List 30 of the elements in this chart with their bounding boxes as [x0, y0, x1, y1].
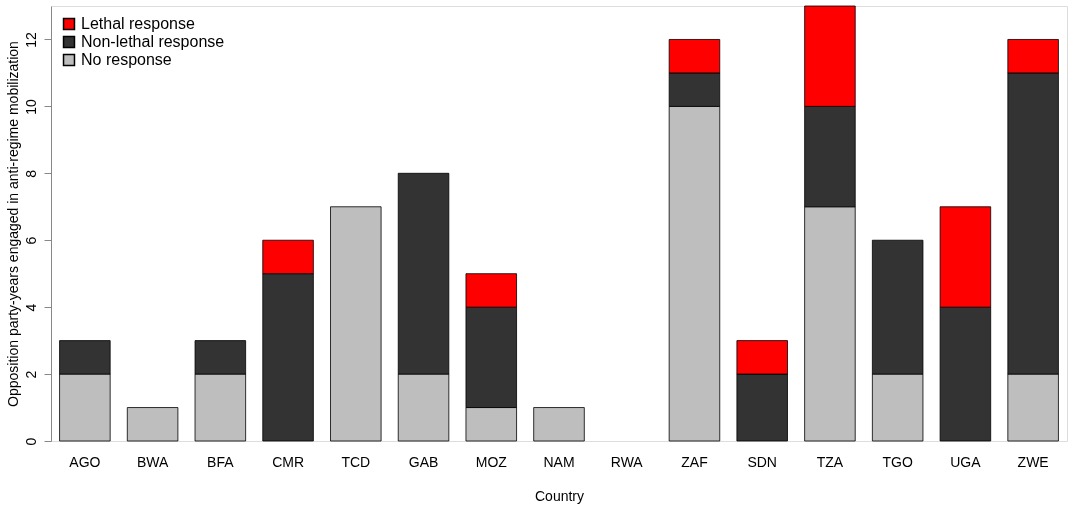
y-tick-label: 8: [22, 169, 39, 178]
y-tick-label: 4: [22, 303, 39, 312]
x-axis-title: Country: [534, 487, 585, 504]
x-tick-label: SDN: [747, 453, 777, 470]
x-tick-label: ZAF: [681, 453, 708, 470]
y-tick-label: 2: [22, 370, 39, 379]
x-tick-label: CMR: [272, 453, 305, 470]
x-tick-label: TGO: [882, 453, 913, 470]
y-tick-label: 12: [22, 31, 39, 48]
bar: [330, 206, 382, 442]
y-tick-label: 0: [22, 437, 39, 446]
x-tick-label: ZWE: [1017, 453, 1049, 470]
x-tick-label: TZA: [816, 453, 844, 470]
bar: [126, 407, 179, 442]
x-tick-label: UGA: [950, 453, 982, 470]
y-tick-label: 10: [22, 98, 39, 115]
x-tick-label: GAB: [408, 453, 439, 470]
x-tick-label: BFA: [207, 453, 235, 470]
x-tick-label: BWA: [136, 453, 169, 470]
legend-label: No response: [81, 51, 172, 68]
y-axis-title: Opposition party-years engaged in anti-regime mobilization: [4, 41, 21, 407]
bar: [533, 407, 585, 442]
x-tick-label: RWA: [610, 453, 644, 470]
x-tick-label: TCD: [341, 453, 371, 470]
legend-label: Lethal response: [81, 15, 195, 32]
x-tick-label: MOZ: [475, 453, 508, 470]
x-tick-label: NAM: [543, 453, 575, 470]
y-tick-label: 6: [22, 236, 39, 245]
x-tick-label: AGO: [69, 453, 101, 470]
legend-label: Non-lethal response: [81, 33, 225, 50]
